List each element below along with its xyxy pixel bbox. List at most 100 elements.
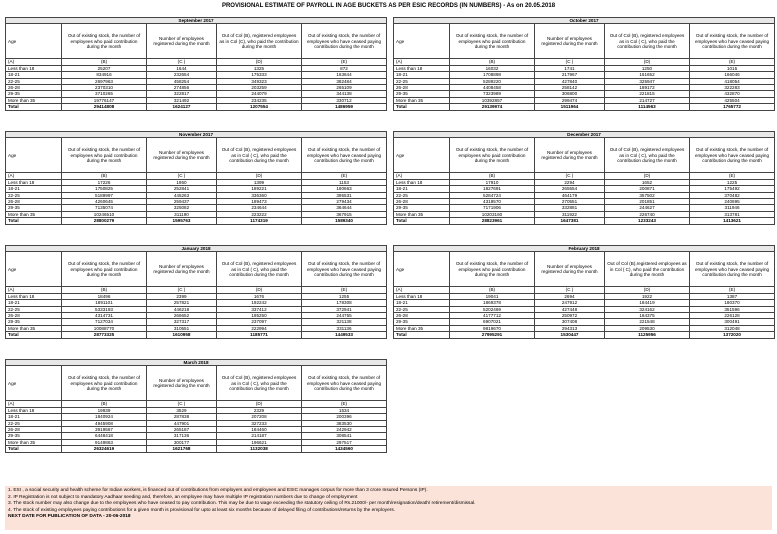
column-header: Age (393, 137, 450, 174)
letter-row: (A) (B) (C ) (D) (E) (393, 58, 776, 66)
month-row: November 2017 (4, 130, 388, 139)
data-row: 22-25 5189997 445263 336360 395531 (5, 191, 388, 200)
note: 4. The stock of existing employees payin… (8, 507, 396, 513)
header-row: Age Out of existing stock, the number of … (5, 365, 388, 402)
data-row: Total 29414808 1624127 1207554 1486959 (5, 103, 388, 111)
cell-value: 1174319 (216, 217, 302, 225)
cell-value: 226128 (688, 311, 776, 320)
month-row: September 2017 (4, 16, 388, 25)
month-title: February 2018 (392, 244, 776, 253)
month-title: October 2017 (392, 16, 776, 25)
data-row: 26-28 4408458 258142 189172 322283 (393, 83, 776, 92)
column-header: Out of existing stock, the number of emp… (61, 137, 147, 174)
cell-value: 1185771 (216, 331, 302, 339)
data-table: October 2017 Age Out of existing stock, th… (392, 16, 776, 111)
cell-value: 26324619 (61, 445, 147, 453)
data-table: February 2018 Age Out of existing stock, t… (392, 244, 776, 339)
month-title: March 2018 (4, 358, 388, 367)
cell-value: 178308 (300, 299, 388, 307)
column-header: Out of Col (B), registered employees as … (216, 251, 302, 288)
column-header: Out of existing stock, the number of emp… (449, 251, 535, 288)
column-header: Out of existing stock, the number of emp… (688, 251, 776, 288)
column-letter: (E) (688, 172, 776, 180)
cell-value: 331136 (300, 324, 388, 333)
cell-value: 1225 (688, 178, 776, 187)
cell-value: 311946 (688, 204, 776, 212)
column-header: Number of employees registered during th… (146, 251, 217, 288)
data-row: 18-21 834916 232654 175333 163644 (5, 71, 388, 79)
cell-value: 313781 (688, 210, 776, 219)
month-title: September 2017 (4, 16, 388, 25)
age-label: Total (5, 331, 62, 339)
month-row: March 2018 (4, 358, 388, 367)
data-row: 18-21 1840924 287838 207208 200396 (5, 413, 388, 421)
cell-value: 1530447 (534, 331, 605, 339)
data-row: 18-21 1891101 257821 192242 178308 (5, 299, 388, 307)
column-header: Number of employees registered during th… (146, 137, 217, 174)
column-header: Age (5, 137, 62, 174)
cell-value: 28823961 (449, 217, 535, 225)
cell-value: 872 (300, 64, 388, 73)
data-row: 26-28 4318570 270551 201851 240695 (393, 197, 776, 206)
footer-note: NEXT DATE FOR PUBLICATION OF DATA - 20-0… (8, 514, 131, 520)
column-header: Out of existing stock, the number of emp… (300, 23, 388, 60)
column-header: Out of existing stock, the number of emp… (300, 251, 388, 288)
column-letter: (E) (300, 58, 388, 66)
column-header: Out of existing stock, the number of emp… (61, 23, 147, 60)
header-row: Age Out of existing stock, the number of … (393, 251, 776, 288)
column-header: Age (5, 23, 62, 60)
column-header: Number of employees registered during th… (534, 137, 605, 174)
column-header: Number of employees registered during th… (534, 251, 605, 288)
data-row: 26-28 3919567 265187 184460 242942 (5, 425, 388, 434)
data-row: 22-25 4945908 447901 327233 383530 (5, 419, 388, 428)
age-label: Total (393, 217, 450, 225)
data-row: 29-35 6448418 317136 214187 308541 (5, 432, 388, 440)
age-label: Total (393, 103, 450, 111)
cell-value: 1486959 (300, 103, 388, 111)
column-header: Out of existing stock, the number of emp… (449, 23, 535, 60)
cell-value: 367915 (300, 210, 388, 219)
cell-value: 383530 (300, 419, 388, 428)
cell-value: 1207554 (216, 103, 302, 111)
page-title: PROVISIONAL ESTIMATE OF PAYROLL IN AGE B… (221, 3, 556, 9)
data-row: 29-35 7135074 325082 234644 364644 (5, 204, 388, 212)
note: 1. ESI , a social security and health sc… (8, 488, 428, 493)
column-letter: (E) (688, 286, 776, 294)
cell-value: 364644 (300, 204, 388, 212)
data-table: September 2017 Age Out of existing stock, … (4, 16, 388, 111)
cell-value: 372941 (300, 305, 388, 314)
cell-value: 28773325 (61, 331, 147, 339)
data-table: November 2017 Age Out of existing stock, t… (4, 130, 388, 225)
cell-value: 1255 (300, 292, 388, 301)
age-label: Total (5, 445, 62, 453)
note: 2. IP Registration is not subject to man… (8, 494, 358, 500)
column-header: Out of Col (B), registered employees as … (216, 365, 302, 402)
column-header: Out of existing stock, the number of emp… (61, 251, 147, 288)
cell-value: 321138 (300, 318, 388, 326)
month-title: December 2017 (392, 130, 776, 139)
cell-value: 312048 (688, 324, 776, 333)
data-row: Total 27995291 1530447 1125956 1372020 (393, 331, 776, 339)
data-table: January 2018 Age Out of existing stock, th… (4, 244, 388, 339)
data-row: Total 28800279 1595763 1174319 1589340 (5, 217, 388, 225)
cell-value: 1434560 (300, 445, 388, 453)
column-header: Out of existing stock, the number of emp… (688, 23, 776, 60)
cell-value: 1449533 (300, 331, 388, 339)
column-header: Out of Col (B), registered employees as … (604, 137, 690, 174)
cell-value: 1595763 (146, 217, 217, 225)
cell-value: 200396 (300, 413, 388, 421)
cell-value: 1413621 (688, 217, 776, 225)
cell-value: 297517 (300, 438, 388, 447)
cell-value: 1153 (300, 178, 388, 187)
column-header: Number of employees registered during th… (534, 23, 605, 60)
cell-value: 432870 (688, 90, 776, 98)
cell-value: 330712 (300, 96, 388, 105)
data-row: Less than 18 17910 2294 1652 1225 (393, 178, 776, 187)
cell-value: 308541 (300, 432, 388, 440)
data-row: Less than 18 16032 1741 1250 1015 (393, 64, 776, 73)
column-letter: (E) (300, 286, 388, 294)
cell-value: 1534 (300, 406, 388, 415)
cell-value: 1647381 (534, 217, 605, 225)
cell-value: 1511964 (534, 103, 605, 111)
